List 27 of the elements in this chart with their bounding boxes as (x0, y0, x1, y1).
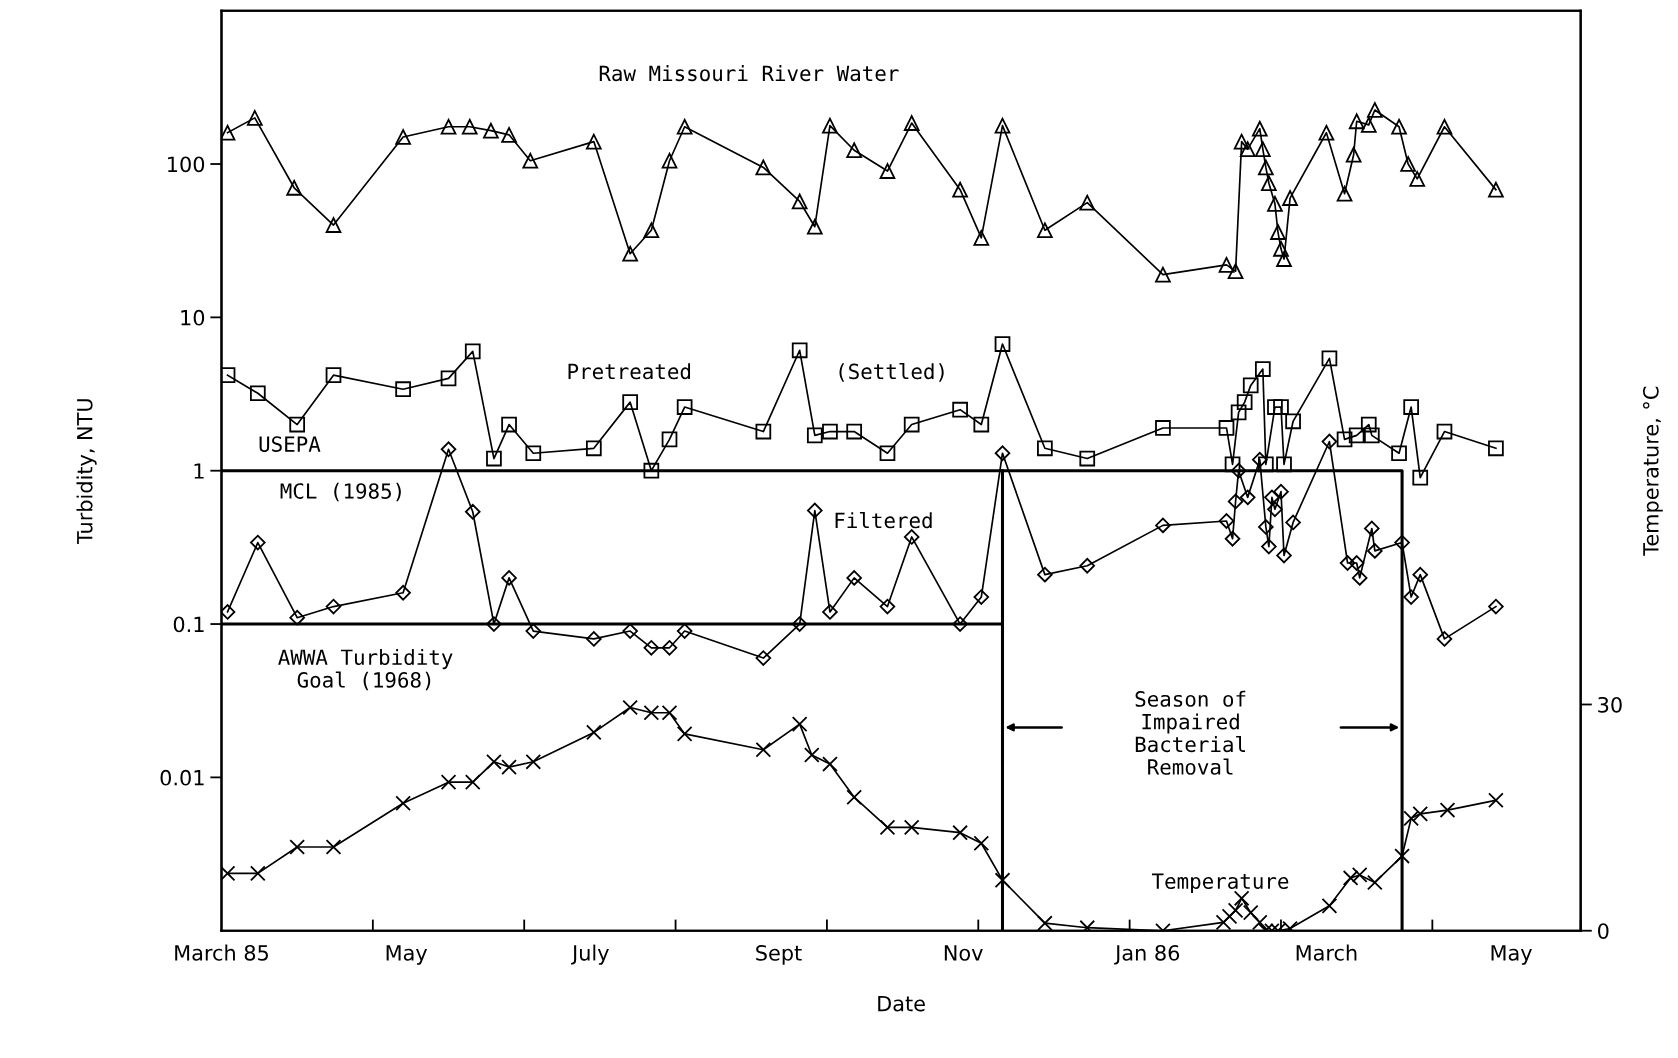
annotation: Raw Missouri River Water (599, 65, 899, 82)
x-tick-label: May (386, 945, 428, 965)
y2-tick-label: 0 (1598, 923, 1609, 939)
y-axis-title: Turbidity, NTU (76, 399, 97, 545)
x-tick-label: May (1491, 945, 1532, 965)
annotation: Season of Impaired Bacterial Removal (1135, 690, 1246, 775)
y2-axis-title: Temperature, °C (1642, 386, 1663, 556)
annotation: Pretreated (568, 363, 691, 380)
x-tick-label: March 85 (175, 944, 268, 961)
x-tick-label: March (1296, 944, 1357, 961)
x-tick-label: July (570, 944, 609, 965)
annotation: Filtered (835, 512, 932, 529)
y-tick-label: 10 (181, 309, 205, 326)
x-axis-title: Date (878, 995, 925, 1012)
x-tick-label: Jan 86 (1114, 944, 1180, 965)
annotation: (Settled) (839, 363, 944, 382)
annotation: MCL (1985) (280, 482, 401, 502)
x-tick-label: Nov (944, 945, 983, 961)
y-tick-label: 100 (168, 156, 205, 173)
annotation: Temperature (1151, 873, 1289, 894)
x-tick-label: Sept (756, 944, 802, 965)
y-tick-label: 0.01 (160, 769, 204, 786)
annotation: USEPA (259, 436, 321, 452)
annotation: AWWA Turbidity Goal (1968) (278, 648, 453, 691)
y2-tick-label: 30 (1598, 696, 1622, 713)
y-tick-label: 0.1 (173, 616, 204, 633)
y-tick-label: 1 (194, 463, 204, 479)
